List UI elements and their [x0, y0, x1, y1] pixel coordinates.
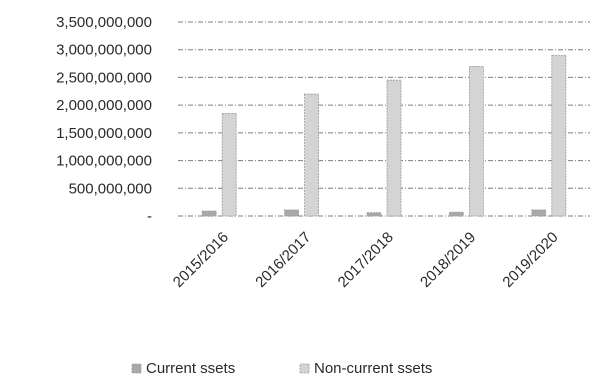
bar-current-assets [448, 211, 464, 217]
bar-non-current-assets [551, 54, 567, 217]
legend-swatch [131, 363, 142, 374]
x-category-label: 2015/2016 [170, 229, 232, 291]
y-tick-label: - [147, 208, 152, 225]
y-tick-label: 500,000,000 [69, 180, 152, 197]
y-tick-label: 1,000,000,000 [56, 153, 152, 170]
y-axis-tick-labels: 3,500,000,000 3,000,000,000 2,500,000,000 2… [56, 14, 152, 225]
legend-swatch [299, 363, 310, 374]
y-tick-label: 3,000,000,000 [56, 42, 152, 59]
bar-non-current-assets [221, 113, 237, 217]
x-category-label: 2016/2017 [252, 229, 314, 291]
y-tick-label: 1,500,000,000 [56, 125, 152, 142]
legend-label: Non-current ssets [314, 360, 432, 377]
bars [201, 54, 567, 217]
x-axis-category-labels: 2015/2016 2016/2017 2017/2018 2018/2019 2019… [170, 229, 562, 291]
y-tick-label: 2,000,000,000 [56, 97, 152, 114]
legend: Current ssets Non-current ssets [131, 360, 432, 377]
bar-current-assets [366, 212, 382, 217]
legend-label: Current ssets [146, 360, 235, 377]
y-tick-label: 2,500,000,000 [56, 69, 152, 86]
bar-non-current-assets [386, 79, 402, 217]
bar-current-assets [201, 210, 217, 217]
bar-current-assets [284, 209, 300, 217]
bar-current-assets [531, 209, 547, 217]
bar-non-current-assets [468, 65, 484, 217]
x-category-label: 2017/2018 [335, 229, 397, 291]
x-category-label: 2018/2019 [417, 229, 479, 291]
gridlines [178, 21, 590, 217]
x-category-label: 2019/2020 [499, 229, 561, 291]
bar-non-current-assets [304, 93, 320, 217]
y-tick-label: 3,500,000,000 [56, 14, 152, 31]
